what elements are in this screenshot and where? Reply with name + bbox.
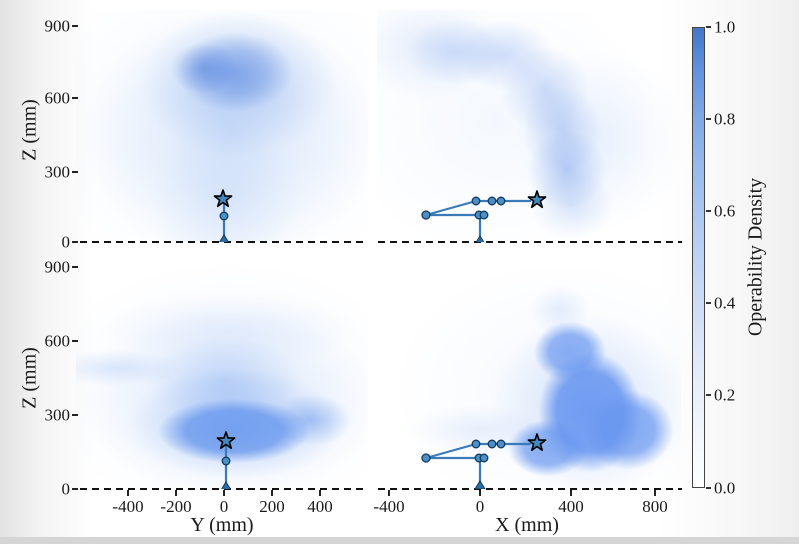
x-axis-tick-0: 0 xyxy=(475,497,485,516)
z-axis-title-top: Z (mm) xyxy=(18,99,41,161)
colorbar-tickmark xyxy=(706,302,711,304)
z-axis-tick-bottom-300: 300 xyxy=(44,405,71,425)
y-axis-tick--400: -400 xyxy=(112,497,144,516)
window-bottom-edge xyxy=(0,537,799,544)
x-axis-tick-800: 800 xyxy=(642,497,668,516)
density-map-top-right-ZX xyxy=(377,10,681,242)
density-map-bottom-left-ZY xyxy=(76,258,368,489)
z-tickmark xyxy=(72,488,78,490)
colorbar-tickmark xyxy=(706,210,711,212)
z-tickmark xyxy=(72,340,78,342)
colorbar-tick-0.6: 0.6 xyxy=(714,201,736,221)
colorbar-tick-0.8: 0.8 xyxy=(714,109,736,129)
colorbar-title: Operability Density xyxy=(744,177,767,337)
z-axis-tick-top-300: 300 xyxy=(44,162,71,182)
y-tickmark xyxy=(223,490,225,496)
z-axis-tick-top-0: 0 xyxy=(61,232,71,252)
x-axis-title: X (mm) xyxy=(495,514,559,536)
x-tickmark xyxy=(570,490,572,496)
ground-dashed-line-top-left xyxy=(80,241,368,243)
colorbar-tick-0.4: 0.4 xyxy=(714,293,736,313)
z-tickmark xyxy=(72,25,78,27)
y-axis-title: Y (mm) xyxy=(190,514,254,536)
y-axis-tick-0: 0 xyxy=(219,497,229,516)
ground-dashed-line-bottom-left xyxy=(80,488,368,490)
colorbar-tick-1.0: 1.0 xyxy=(714,17,736,37)
colorbar-tick-0.2: 0.2 xyxy=(714,385,736,405)
z-axis-tick-bottom-900: 900 xyxy=(44,257,71,277)
x-tickmark xyxy=(654,490,656,496)
x-axis-tick-400: 400 xyxy=(558,497,584,516)
ground-dashed-line-bottom-right xyxy=(378,488,682,490)
x-tickmark xyxy=(479,490,481,496)
z-tickmark xyxy=(72,266,78,268)
y-tickmark xyxy=(175,490,177,496)
z-tickmark xyxy=(72,171,78,173)
colorbar-tickmark xyxy=(706,118,711,120)
z-axis-tick-bottom-0: 0 xyxy=(61,479,71,499)
y-axis-tick-200: 200 xyxy=(259,497,285,516)
ground-dashed-line-top-right xyxy=(378,241,682,243)
x-axis-tick--400: -400 xyxy=(373,497,405,516)
colorbar-tickmark xyxy=(706,394,711,396)
z-axis-tick-top-600: 600 xyxy=(44,88,71,108)
density-map-bottom-right-ZX xyxy=(377,258,681,489)
z-tickmark xyxy=(72,241,78,243)
colorbar-tick-0.0: 0.0 xyxy=(714,478,736,498)
colorbar-tickmark xyxy=(706,487,711,489)
z-tickmark xyxy=(72,97,78,99)
z-axis-title-bottom: Z (mm) xyxy=(18,347,41,409)
y-axis-tick--200: -200 xyxy=(160,497,192,516)
y-tickmark xyxy=(271,490,273,496)
y-axis-tick-400: 400 xyxy=(307,497,333,516)
colorbar-tickmark xyxy=(706,26,711,28)
colorbar xyxy=(692,27,705,488)
x-tickmark xyxy=(388,490,390,496)
y-tickmark xyxy=(127,490,129,496)
z-tickmark xyxy=(72,414,78,416)
z-axis-tick-bottom-600: 600 xyxy=(44,331,71,351)
density-map-top-left-ZY xyxy=(76,10,368,242)
z-axis-tick-top-900: 900 xyxy=(44,16,71,36)
y-tickmark xyxy=(319,490,321,496)
